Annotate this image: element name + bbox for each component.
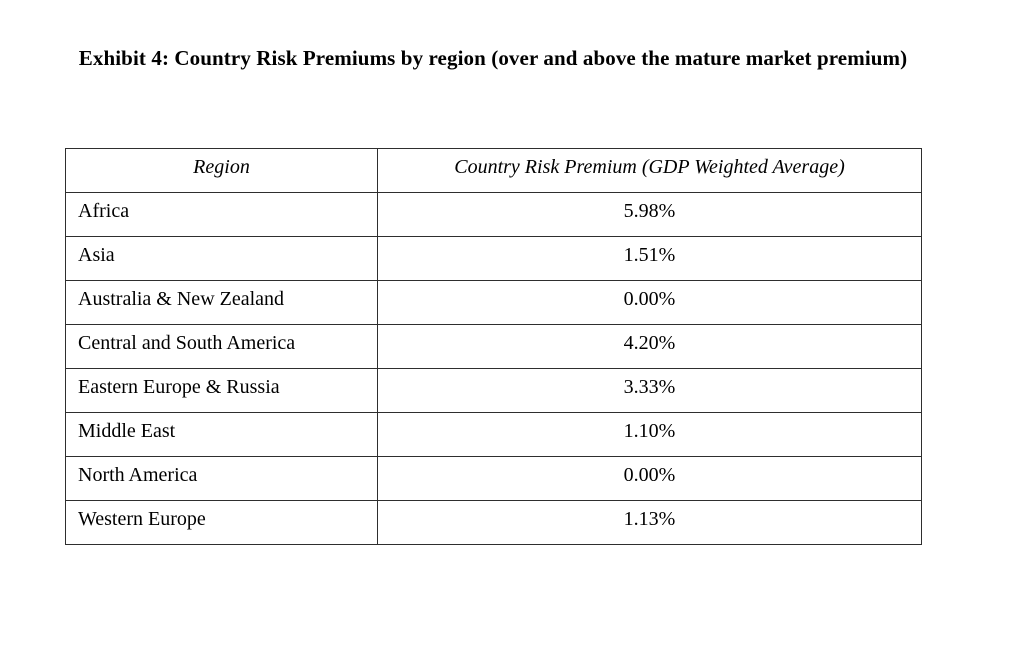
table-row: Central and South America 4.20% (65, 324, 922, 369)
region-cell: Middle East (65, 412, 378, 457)
premium-cell: 4.20% (377, 324, 922, 369)
premium-cell: 0.00% (377, 280, 922, 325)
premium-cell: 1.13% (377, 500, 922, 545)
premium-cell: 0.00% (377, 456, 922, 501)
region-cell: North America (65, 456, 378, 501)
country-risk-premium-table: Region Country Risk Premium (GDP Weighte… (65, 148, 922, 545)
table-header-row: Region Country Risk Premium (GDP Weighte… (65, 148, 922, 193)
region-cell: Australia & New Zealand (65, 280, 378, 325)
premium-cell: 1.10% (377, 412, 922, 457)
region-cell: Africa (65, 192, 378, 237)
region-cell: Asia (65, 236, 378, 281)
table-row: Asia 1.51% (65, 236, 922, 281)
premium-cell: 5.98% (377, 192, 922, 237)
table-row: North America 0.00% (65, 456, 922, 501)
premium-column-header: Country Risk Premium (GDP Weighted Avera… (377, 148, 922, 193)
premium-cell: 3.33% (377, 368, 922, 413)
region-cell: Central and South America (65, 324, 378, 369)
table-row: Africa 5.98% (65, 192, 922, 237)
exhibit-title: Exhibit 4: Country Risk Premiums by regi… (78, 46, 908, 70)
region-cell: Eastern Europe & Russia (65, 368, 378, 413)
region-column-header: Region (65, 148, 378, 193)
table-row: Western Europe 1.13% (65, 500, 922, 545)
premium-cell: 1.51% (377, 236, 922, 281)
table-row: Middle East 1.10% (65, 412, 922, 457)
region-cell: Western Europe (65, 500, 378, 545)
table-row: Eastern Europe & Russia 3.33% (65, 368, 922, 413)
table-row: Australia & New Zealand 0.00% (65, 280, 922, 325)
